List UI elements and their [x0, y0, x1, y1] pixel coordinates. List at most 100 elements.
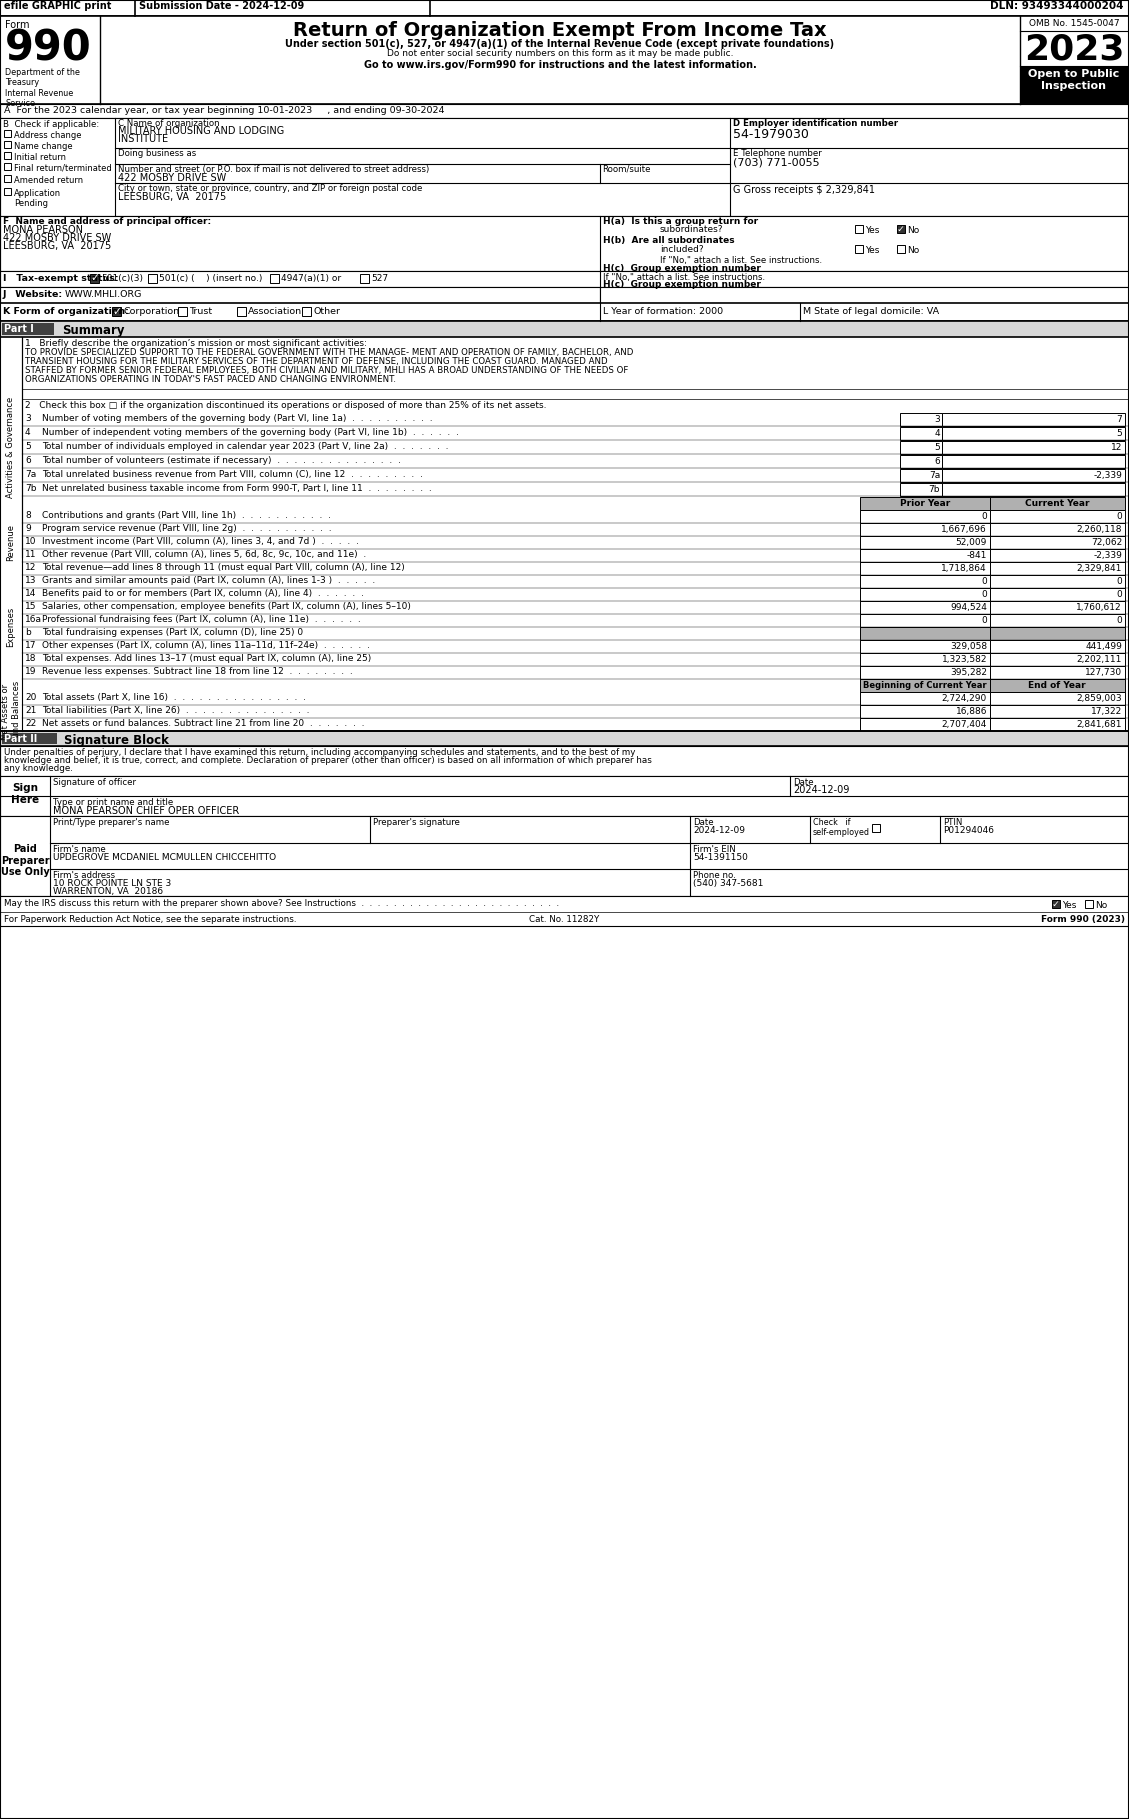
Text: Go to www.irs.gov/Form990 for instructions and the latest information.: Go to www.irs.gov/Form990 for instructio…	[364, 60, 756, 69]
Text: Net Assets or
Fund Balances: Net Assets or Fund Balances	[1, 680, 20, 742]
Bar	[990, 497, 1124, 509]
Bar	[5, 153, 11, 158]
Text: TRANSIENT HOUSING FOR THE MILITARY SERVICES OF THE DEPARTMENT OF DEFENSE, INCLUD: TRANSIENT HOUSING FOR THE MILITARY SERVI…	[25, 357, 607, 366]
Text: Final return/terminated: Final return/terminated	[14, 164, 112, 173]
Text: 3: 3	[25, 415, 30, 424]
Bar	[860, 509, 990, 524]
Bar	[855, 226, 863, 233]
Bar	[990, 678, 1124, 691]
Bar	[855, 246, 863, 253]
Text: Total expenses. Add lines 13–17 (must equal Part IX, column (A), line 25): Total expenses. Add lines 13–17 (must eq…	[42, 655, 371, 662]
Bar	[900, 427, 942, 440]
Bar	[860, 640, 990, 653]
Text: 13: 13	[25, 577, 36, 586]
Text: 22: 22	[25, 719, 36, 728]
Text: MONA PEARSON: MONA PEARSON	[3, 226, 84, 235]
Text: 10: 10	[25, 537, 36, 546]
Text: 3: 3	[935, 415, 940, 424]
Text: Amended return: Amended return	[14, 176, 84, 186]
Text: 54-1979030: 54-1979030	[733, 127, 808, 142]
Text: ✓: ✓	[898, 224, 905, 233]
Text: Association: Association	[248, 307, 303, 317]
Text: I   Tax-exempt status:: I Tax-exempt status:	[3, 275, 119, 284]
Text: -2,339: -2,339	[1093, 471, 1122, 480]
Text: 19: 19	[25, 668, 36, 677]
Text: 2023: 2023	[1024, 33, 1124, 67]
Text: 1,323,582: 1,323,582	[942, 655, 987, 664]
Text: Yes: Yes	[1062, 900, 1076, 910]
Bar	[178, 307, 187, 317]
Text: Total assets (Part X, line 16)  .  .  .  .  .  .  .  .  .  .  .  .  .  .  .  .: Total assets (Part X, line 16) . . . . .…	[42, 693, 306, 702]
Bar	[860, 497, 990, 509]
Bar	[0, 817, 1129, 897]
Text: (703) 771-0055: (703) 771-0055	[733, 158, 820, 167]
Text: Form 990 (2023): Form 990 (2023)	[1041, 915, 1124, 924]
Bar	[0, 320, 1129, 337]
Bar	[5, 187, 11, 195]
Bar	[898, 246, 905, 253]
Text: 501(c)(3): 501(c)(3)	[100, 275, 143, 284]
Text: No: No	[1095, 900, 1108, 910]
Text: -2,339: -2,339	[1093, 551, 1122, 560]
Bar	[990, 575, 1124, 588]
Text: Under section 501(c), 527, or 4947(a)(1) of the Internal Revenue Code (except pr: Under section 501(c), 527, or 4947(a)(1)…	[286, 38, 834, 49]
Text: 15: 15	[25, 602, 36, 611]
Text: 395,282: 395,282	[949, 668, 987, 677]
Bar	[990, 562, 1124, 575]
Text: any knowledge.: any knowledge.	[5, 764, 73, 773]
Text: F  Name and address of principal officer:: F Name and address of principal officer:	[3, 216, 211, 226]
Bar	[90, 275, 99, 284]
Text: 2,707,404: 2,707,404	[942, 720, 987, 729]
Text: 12: 12	[1111, 444, 1122, 451]
Text: b: b	[25, 628, 30, 637]
Text: Total unrelated business revenue from Part VIII, column (C), line 12  .  .  .  .: Total unrelated business revenue from Pa…	[42, 469, 423, 478]
Bar	[0, 118, 1129, 216]
Text: End of Year: End of Year	[1029, 680, 1086, 689]
Text: Corporation: Corporation	[123, 307, 180, 317]
Text: 1,760,612: 1,760,612	[1076, 604, 1122, 611]
Text: Total number of volunteers (estimate if necessary)  .  .  .  .  .  .  .  .  .  .: Total number of volunteers (estimate if …	[42, 457, 401, 466]
Text: LEESBURG, VA  20175: LEESBURG, VA 20175	[3, 240, 112, 251]
Text: D Employer identification number: D Employer identification number	[733, 118, 899, 127]
Text: H(c)  Group exemption number: H(c) Group exemption number	[603, 264, 761, 273]
Text: Yes: Yes	[865, 226, 879, 235]
Bar	[1085, 900, 1093, 908]
Text: 0: 0	[1117, 589, 1122, 598]
Text: (540) 347-5681: (540) 347-5681	[693, 879, 763, 888]
Text: Total liabilities (Part X, line 26)  .  .  .  .  .  .  .  .  .  .  .  .  .  .  .: Total liabilities (Part X, line 26) . . …	[42, 706, 309, 715]
Text: Address change: Address change	[14, 131, 81, 140]
Bar	[860, 600, 990, 615]
Text: H(a)  Is this a group return for: H(a) Is this a group return for	[603, 216, 759, 226]
Text: 0: 0	[981, 617, 987, 626]
Text: MILITARY HOUSING AND LODGING: MILITARY HOUSING AND LODGING	[119, 126, 285, 136]
Text: Total fundraising expenses (Part IX, column (D), line 25) 0: Total fundraising expenses (Part IX, col…	[42, 628, 303, 637]
Text: Yes: Yes	[865, 246, 879, 255]
Bar	[990, 640, 1124, 653]
Text: 12: 12	[25, 564, 36, 571]
Bar	[860, 537, 990, 549]
Text: 0: 0	[981, 589, 987, 598]
Text: Revenue less expenses. Subtract line 18 from line 12  .  .  .  .  .  .  .  .: Revenue less expenses. Subtract line 18 …	[42, 668, 352, 677]
Bar	[0, 16, 1129, 104]
Text: Submission Date - 2024-12-09: Submission Date - 2024-12-09	[139, 2, 304, 11]
Bar	[0, 304, 1129, 320]
Text: 8: 8	[25, 511, 30, 520]
Bar	[360, 275, 369, 284]
Text: DLN: 93493344000204: DLN: 93493344000204	[990, 2, 1124, 11]
Text: Benefits paid to or for members (Part IX, column (A), line 4)  .  .  .  .  .  .: Benefits paid to or for members (Part IX…	[42, 589, 364, 598]
Bar	[942, 440, 1124, 455]
Text: 5: 5	[25, 442, 30, 451]
Bar	[0, 0, 1129, 16]
Bar	[860, 562, 990, 575]
Bar	[148, 275, 157, 284]
Bar	[860, 706, 990, 719]
Text: UPDEGROVE MCDANIEL MCMULLEN CHICCEHITTO: UPDEGROVE MCDANIEL MCMULLEN CHICCEHITTO	[53, 853, 277, 862]
Text: B  Check if applicable:: B Check if applicable:	[3, 120, 99, 129]
Text: 5: 5	[935, 444, 940, 451]
Bar	[900, 413, 942, 426]
Text: WARRENTON, VA  20186: WARRENTON, VA 20186	[53, 888, 163, 897]
Text: Phone no.: Phone no.	[693, 871, 736, 880]
Bar	[990, 691, 1124, 706]
Text: 0: 0	[981, 577, 987, 586]
Text: 14: 14	[25, 589, 36, 598]
